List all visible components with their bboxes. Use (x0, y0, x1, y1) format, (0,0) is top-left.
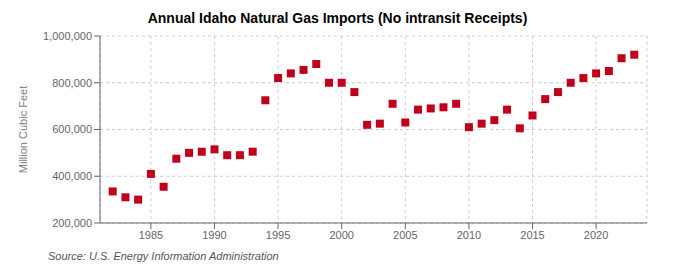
svg-text:2005: 2005 (393, 229, 417, 241)
svg-text:600,000: 600,000 (52, 123, 92, 135)
svg-text:Million Cubic Feet: Million Cubic Feet (17, 86, 29, 173)
svg-text:2010: 2010 (457, 229, 481, 241)
svg-text:800,000: 800,000 (52, 77, 92, 89)
svg-text:2015: 2015 (520, 229, 544, 241)
svg-text:400,000: 400,000 (52, 170, 92, 182)
svg-text:1985: 1985 (139, 229, 163, 241)
html-text:Annual Idaho Natural Gas Impor: Annual Idaho Natural Gas Imports (No int… (147, 10, 528, 26)
svg-text:200,000: 200,000 (52, 217, 92, 229)
svg-text:2020: 2020 (584, 229, 608, 241)
svg-text:1,000,000: 1,000,000 (43, 30, 92, 42)
svg-text:2000: 2000 (329, 229, 353, 241)
svg-text:1995: 1995 (266, 229, 290, 241)
html-text:Source: U.S. Energy Informatio: Source: U.S. Energy Information Administ… (48, 250, 279, 262)
svg-text:1990: 1990 (202, 229, 226, 241)
